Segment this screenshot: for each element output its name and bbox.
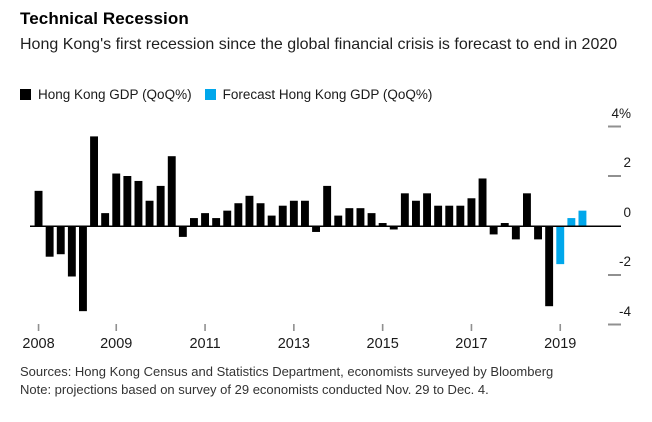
x-tick-2017 (470, 324, 473, 331)
bar-2018-Q1 (478, 178, 487, 226)
y-axis-label--2: -2 (618, 254, 631, 269)
bar-2018-Q4 (511, 227, 520, 240)
chart-subtitle: Hong Kong's first recession since the gl… (20, 36, 618, 53)
bar-2014-Q2 (312, 227, 320, 232)
y-tick--2 (608, 274, 621, 276)
bar-2010-Q1 (123, 176, 132, 226)
chart-title: Technical Recession (20, 9, 189, 28)
bar-2008-Q1 (34, 190, 43, 226)
bar-2013-Q3 (278, 205, 287, 226)
legend-swatch-actual-icon (20, 89, 31, 100)
bar-2019-Q3 (545, 227, 554, 307)
bar-2017-Q3 (456, 205, 465, 226)
bar-2010-Q2 (134, 180, 143, 226)
note-line: Note: projections based on survey of 29 … (20, 381, 489, 397)
y-axis-label--4: -4 (618, 303, 631, 319)
bar-2008-Q3 (56, 227, 65, 255)
x-tick-2015 (381, 324, 384, 331)
bar-2016-Q1 (389, 227, 398, 230)
bar-2010-Q4 (156, 185, 165, 226)
bar-2019-Q1 (523, 193, 531, 226)
y-axis-label-0: 0 (623, 204, 631, 220)
legend-swatch-forecast-icon (204, 89, 216, 100)
y-tick-4% (608, 125, 621, 128)
bar-2015-Q4 (378, 223, 387, 226)
legend-item-actual: Hong Kong GDP (QoQ%) (20, 87, 192, 102)
bar-2015-Q1 (345, 208, 354, 226)
bar-2011-Q1 (167, 156, 176, 226)
x-tick-2008 (37, 324, 40, 331)
bar-2013-Q4 (289, 200, 298, 226)
bar-2019-Q2 (534, 227, 542, 240)
bar-2009-Q2 (90, 136, 98, 226)
bar-2020-Q2 (578, 210, 587, 226)
y-tick--4 (608, 323, 621, 326)
bar-2013-Q1 (256, 203, 265, 226)
x-axis-label-2011: 2011 (189, 336, 221, 352)
bar-2011-Q2 (178, 227, 187, 237)
bar-2016-Q3 (412, 200, 420, 226)
x-axis-label-2015: 2015 (366, 336, 399, 352)
bar-2009-Q3 (101, 213, 110, 226)
sources-line: Sources: Hong Kong Census and Statistics… (20, 364, 554, 379)
bar-2013-Q2 (267, 215, 276, 226)
bar-2017-Q1 (434, 205, 443, 226)
x-tick-2013 (293, 324, 295, 331)
bar-2009-Q1 (79, 227, 87, 312)
bar-2018-Q3 (500, 223, 509, 226)
y-axis-label-2: 2 (623, 155, 631, 170)
bar-2014-Q3 (323, 185, 332, 226)
x-axis-label-2017: 2017 (455, 336, 488, 352)
bar-2012-Q4 (245, 195, 254, 226)
bar-2009-Q4 (112, 173, 121, 226)
bar-2012-Q2 (223, 210, 232, 226)
x-axis-label-2008: 2008 (22, 336, 55, 352)
bar-2011-Q3 (190, 218, 198, 226)
legend-item-forecast: Forecast Hong Kong GDP (QoQ%) (204, 87, 433, 102)
y-axis-label-4%: 4% (611, 105, 631, 121)
bar-2017-Q2 (445, 205, 454, 226)
x-tick-2019 (559, 324, 562, 331)
chart-footer: Sources: Hong Kong Census and Statistics… (20, 363, 650, 398)
legend: Hong Kong GDP (QoQ%) Forecast Hong Kong … (20, 87, 432, 102)
bar-2020-Q1 (567, 218, 576, 226)
x-tick-2011 (204, 324, 206, 331)
bar-2016-Q2 (400, 193, 409, 226)
x-axis-label-2019: 2019 (544, 336, 577, 352)
bar-2008-Q4 (67, 227, 76, 277)
bar-2017-Q4 (467, 198, 476, 226)
legend-label-forecast: Forecast Hong Kong GDP (QoQ%) (222, 87, 433, 102)
bar-2015-Q3 (367, 213, 376, 226)
bar-2014-Q1 (301, 200, 309, 226)
bar-2015-Q2 (356, 208, 365, 226)
bar-2012-Q1 (212, 218, 221, 226)
x-tick-2009 (115, 324, 118, 331)
x-axis-label-2013: 2013 (277, 336, 310, 352)
zero-axis-line (30, 225, 621, 227)
bar-2011-Q4 (201, 213, 209, 226)
bar-2012-Q3 (234, 203, 243, 226)
x-axis-label-2009: 2009 (100, 336, 133, 352)
legend-label-actual: Hong Kong GDP (QoQ%) (38, 87, 192, 102)
bar-2014-Q4 (334, 215, 343, 226)
y-tick-2 (608, 175, 621, 177)
bar-2019-Q4 (556, 227, 565, 265)
bar-2008-Q2 (45, 227, 54, 257)
bar-2018-Q2 (489, 227, 498, 235)
bar-2016-Q4 (423, 193, 431, 226)
bar-2010-Q3 (145, 200, 154, 226)
